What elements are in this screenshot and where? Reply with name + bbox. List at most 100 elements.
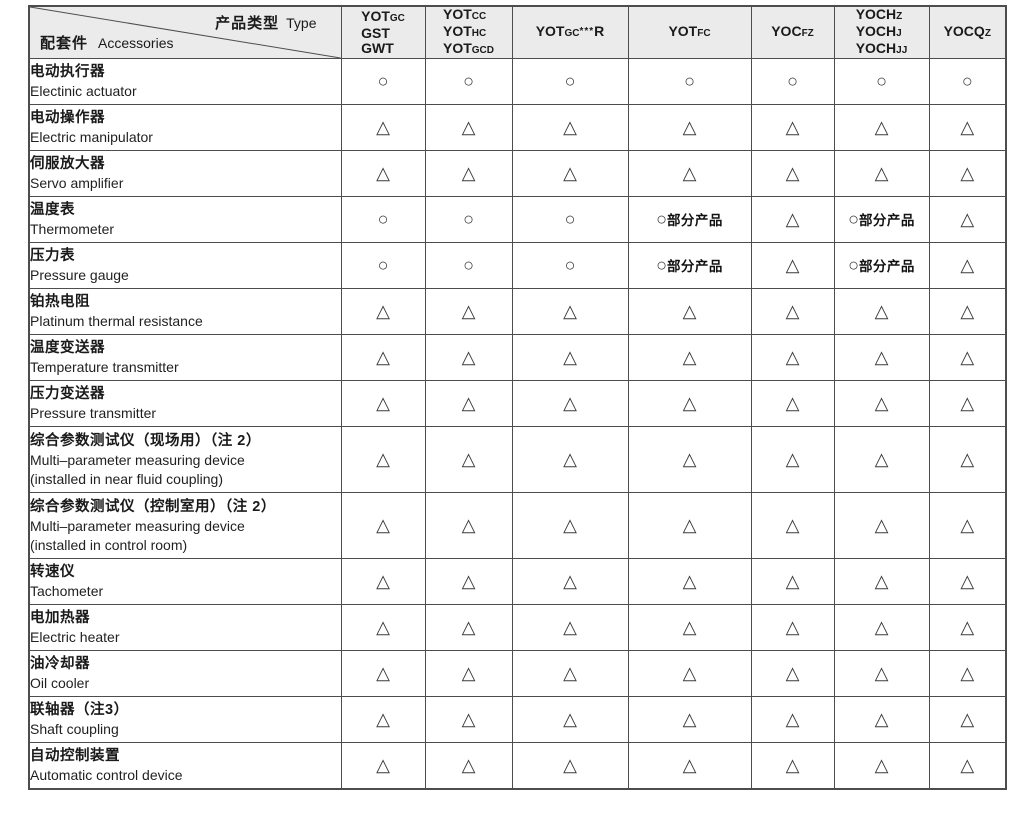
triangle-symbol: △ — [682, 347, 697, 367]
circle-symbol: ○ — [564, 255, 576, 275]
compat-cell-triangle: △ — [627, 334, 752, 381]
triangle-symbol: △ — [874, 117, 889, 137]
triangle-symbol: △ — [563, 163, 577, 183]
compat-cell-circle: ○ — [627, 58, 752, 105]
compat-cell-triangle: △ — [511, 380, 629, 427]
triangle-symbol: △ — [874, 347, 889, 367]
circle-symbol: ○ — [848, 255, 859, 275]
compat-cell-triangle: △ — [750, 196, 835, 243]
row-label: 电动操作器 Electric manipulator — [28, 104, 342, 151]
compat-cell-triangle: △ — [833, 696, 930, 743]
triangle-symbol: △ — [785, 617, 800, 637]
compat-cell-triangle: △ — [511, 288, 629, 335]
compat-cell-triangle: △ — [833, 558, 930, 605]
column-header-4: YOTFC — [627, 5, 752, 59]
circle-symbol: ○ — [463, 71, 474, 91]
row-label: 综合参数测试仪（控制室用）（注 2） Multi–parameter measur… — [28, 492, 342, 559]
triangle-symbol: △ — [461, 163, 476, 183]
compat-cell-triangle: △ — [928, 242, 1007, 289]
triangle-symbol: △ — [376, 663, 390, 683]
compat-cell-triangle: △ — [750, 104, 835, 151]
product-code-line: YOCHJJ — [856, 41, 908, 58]
accessories-label-zh: 配套件 — [40, 35, 89, 52]
row-label-en: Electinic actuator — [30, 83, 137, 99]
circle-symbol: ○ — [463, 209, 474, 229]
circle-symbol: ○ — [684, 71, 695, 91]
product-code-line: YOCQZ — [944, 24, 991, 41]
code-subscript: GC — [389, 13, 405, 24]
product-code-block: YOCQZ — [944, 24, 991, 41]
table-row-15: 自动控制装置 Automatic control device △ △ △ △ △ △ △ — [28, 742, 1007, 789]
compat-cell-triangle: △ — [424, 558, 513, 605]
compat-cell-triangle: △ — [928, 696, 1007, 743]
triangle-symbol: △ — [461, 515, 476, 535]
code-subscript: Z — [896, 11, 903, 22]
partial-products-label: 部分产品 — [666, 259, 723, 274]
triangle-symbol: △ — [874, 709, 889, 729]
triangle-symbol: △ — [785, 163, 800, 183]
compat-cell-triangle: △ — [928, 104, 1007, 151]
triangle-symbol: △ — [376, 571, 390, 591]
code-text: YOT — [442, 23, 472, 39]
compat-cell-triangle: △ — [928, 558, 1007, 605]
row-label: 综合参数测试仪（现场用）（注 2） Multi–parameter measuri… — [28, 426, 342, 493]
triangle-symbol: △ — [682, 163, 697, 183]
triangle-symbol: △ — [461, 709, 476, 729]
code-text: R — [594, 23, 605, 39]
compat-cell-circle: ○ — [928, 58, 1007, 105]
compat-cell-triangle: △ — [340, 604, 426, 651]
compat-cell-triangle: △ — [627, 650, 752, 697]
circle-symbol: ○ — [848, 209, 859, 229]
compat-cell-triangle: △ — [511, 104, 629, 151]
compat-cell-triangle: △ — [833, 104, 930, 151]
row-label-en: Temperature transmitter — [30, 359, 179, 375]
code-subscript: HC — [471, 28, 487, 39]
compat-cell-triangle: △ — [340, 104, 426, 151]
product-type-header: 产品类型 Type — [215, 12, 316, 33]
compat-cell-triangle: △ — [627, 150, 752, 197]
triangle-symbol: △ — [563, 571, 577, 591]
circle-symbol: ○ — [564, 71, 576, 91]
triangle-symbol: △ — [785, 255, 800, 275]
table-row-1: 电动执行器 Electinic actuator ○ ○ ○ ○ ○ ○ ○ — [28, 58, 1007, 105]
triangle-symbol: △ — [563, 663, 577, 683]
product-code-block: YOTFC — [668, 24, 710, 41]
triangle-symbol: △ — [960, 393, 975, 413]
compat-cell-triangle: △ — [928, 334, 1007, 381]
row-label-zh: 温度变送器 — [30, 340, 105, 356]
code-subscript: CC — [471, 11, 487, 22]
circle-symbol: ○ — [656, 255, 667, 275]
triangle-symbol: △ — [874, 617, 889, 637]
triangle-symbol: △ — [682, 301, 697, 321]
row-label-en: Oil cooler — [30, 675, 90, 691]
row-label: 铂热电阻 Platinum thermal resistance — [28, 288, 342, 335]
diagonal-divider-line — [30, 7, 341, 58]
compat-cell-triangle: △ — [424, 650, 513, 697]
row-label: 自动控制装置 Automatic control device — [28, 742, 342, 789]
row-label-en: Automatic control device — [30, 766, 183, 783]
compat-cell-triangle: △ — [511, 334, 629, 381]
row-label-zh: 铂热电阻 — [30, 294, 90, 310]
compat-cell-triangle: △ — [750, 242, 835, 289]
row-label-en: Multi–parameter measuring device — [30, 451, 245, 468]
compat-cell-triangle: △ — [750, 650, 835, 697]
compat-cell-circle: ○ — [424, 196, 513, 243]
compat-cell-triangle: △ — [750, 696, 835, 743]
partial-products-label: 部分产品 — [666, 213, 723, 228]
compat-cell-triangle: △ — [511, 604, 629, 651]
triangle-symbol: △ — [563, 347, 577, 367]
row-label-en: Tachometer — [30, 583, 104, 599]
product-code-line: YOTFC — [668, 24, 710, 41]
column-header-5: YOCFZ — [750, 5, 835, 59]
triangle-symbol: △ — [874, 163, 889, 183]
compat-cell-triangle: △ — [340, 288, 426, 335]
triangle-symbol: △ — [563, 515, 577, 535]
compat-cell-circle-partial: ○部分产品 — [833, 242, 930, 289]
row-label-zh: 电动执行器 — [30, 64, 105, 80]
triangle-symbol: △ — [682, 393, 697, 413]
compat-cell-triangle: △ — [340, 150, 426, 197]
column-header-3: YOTGC***R — [511, 5, 629, 59]
compat-cell-triangle: △ — [424, 150, 513, 197]
row-label-en: (installed in control room) — [30, 536, 188, 553]
